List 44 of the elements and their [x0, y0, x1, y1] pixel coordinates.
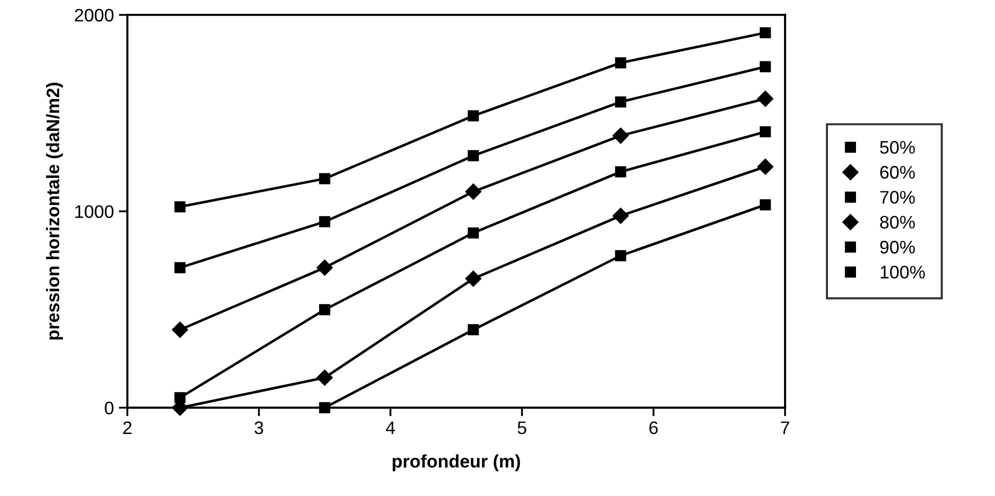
- point: [612, 128, 629, 144]
- point: [757, 90, 774, 107]
- x-tick-label: 4: [386, 422, 395, 434]
- point: [316, 370, 333, 386]
- point: [468, 110, 479, 122]
- x-tick-label: 7: [780, 422, 790, 434]
- point: [615, 250, 626, 262]
- legend-label: 90%: [880, 240, 915, 254]
- legend-label: 100%: [880, 266, 925, 279]
- point: [760, 199, 771, 210]
- point: [615, 166, 626, 178]
- legend-label: 60%: [880, 166, 915, 179]
- y-axis-title: pression horizontale (daN/m2): [46, 82, 63, 340]
- point: [319, 173, 330, 184]
- legend-label: 80%: [880, 216, 915, 229]
- point: [174, 392, 186, 404]
- point: [615, 57, 626, 68]
- point: [760, 126, 771, 138]
- x-tick-label: 5: [518, 422, 526, 434]
- legend-label: 70%: [880, 190, 915, 204]
- point: [760, 61, 771, 72]
- y-tick-label: 2000: [74, 8, 114, 22]
- point: [319, 216, 330, 228]
- point: [465, 184, 482, 200]
- point: [615, 96, 626, 108]
- x-tick-label: 6: [649, 421, 658, 434]
- point: [612, 208, 629, 224]
- point: [468, 150, 479, 162]
- y-tick-label: 1000: [75, 205, 114, 218]
- point: [172, 322, 188, 338]
- x-tick-label: 2: [123, 421, 132, 434]
- point: [760, 27, 771, 38]
- point: [465, 270, 482, 287]
- point: [316, 260, 333, 276]
- point: [319, 304, 330, 316]
- point: [174, 201, 186, 212]
- point: [468, 324, 479, 336]
- point: [174, 262, 186, 274]
- point: [757, 158, 774, 175]
- legend-label: 50%: [880, 140, 915, 154]
- point: [468, 227, 479, 238]
- x-axis-title: profondeur (m): [392, 454, 520, 472]
- x-tick-label: 3: [254, 421, 264, 434]
- y-tick-label: 0: [104, 402, 114, 414]
